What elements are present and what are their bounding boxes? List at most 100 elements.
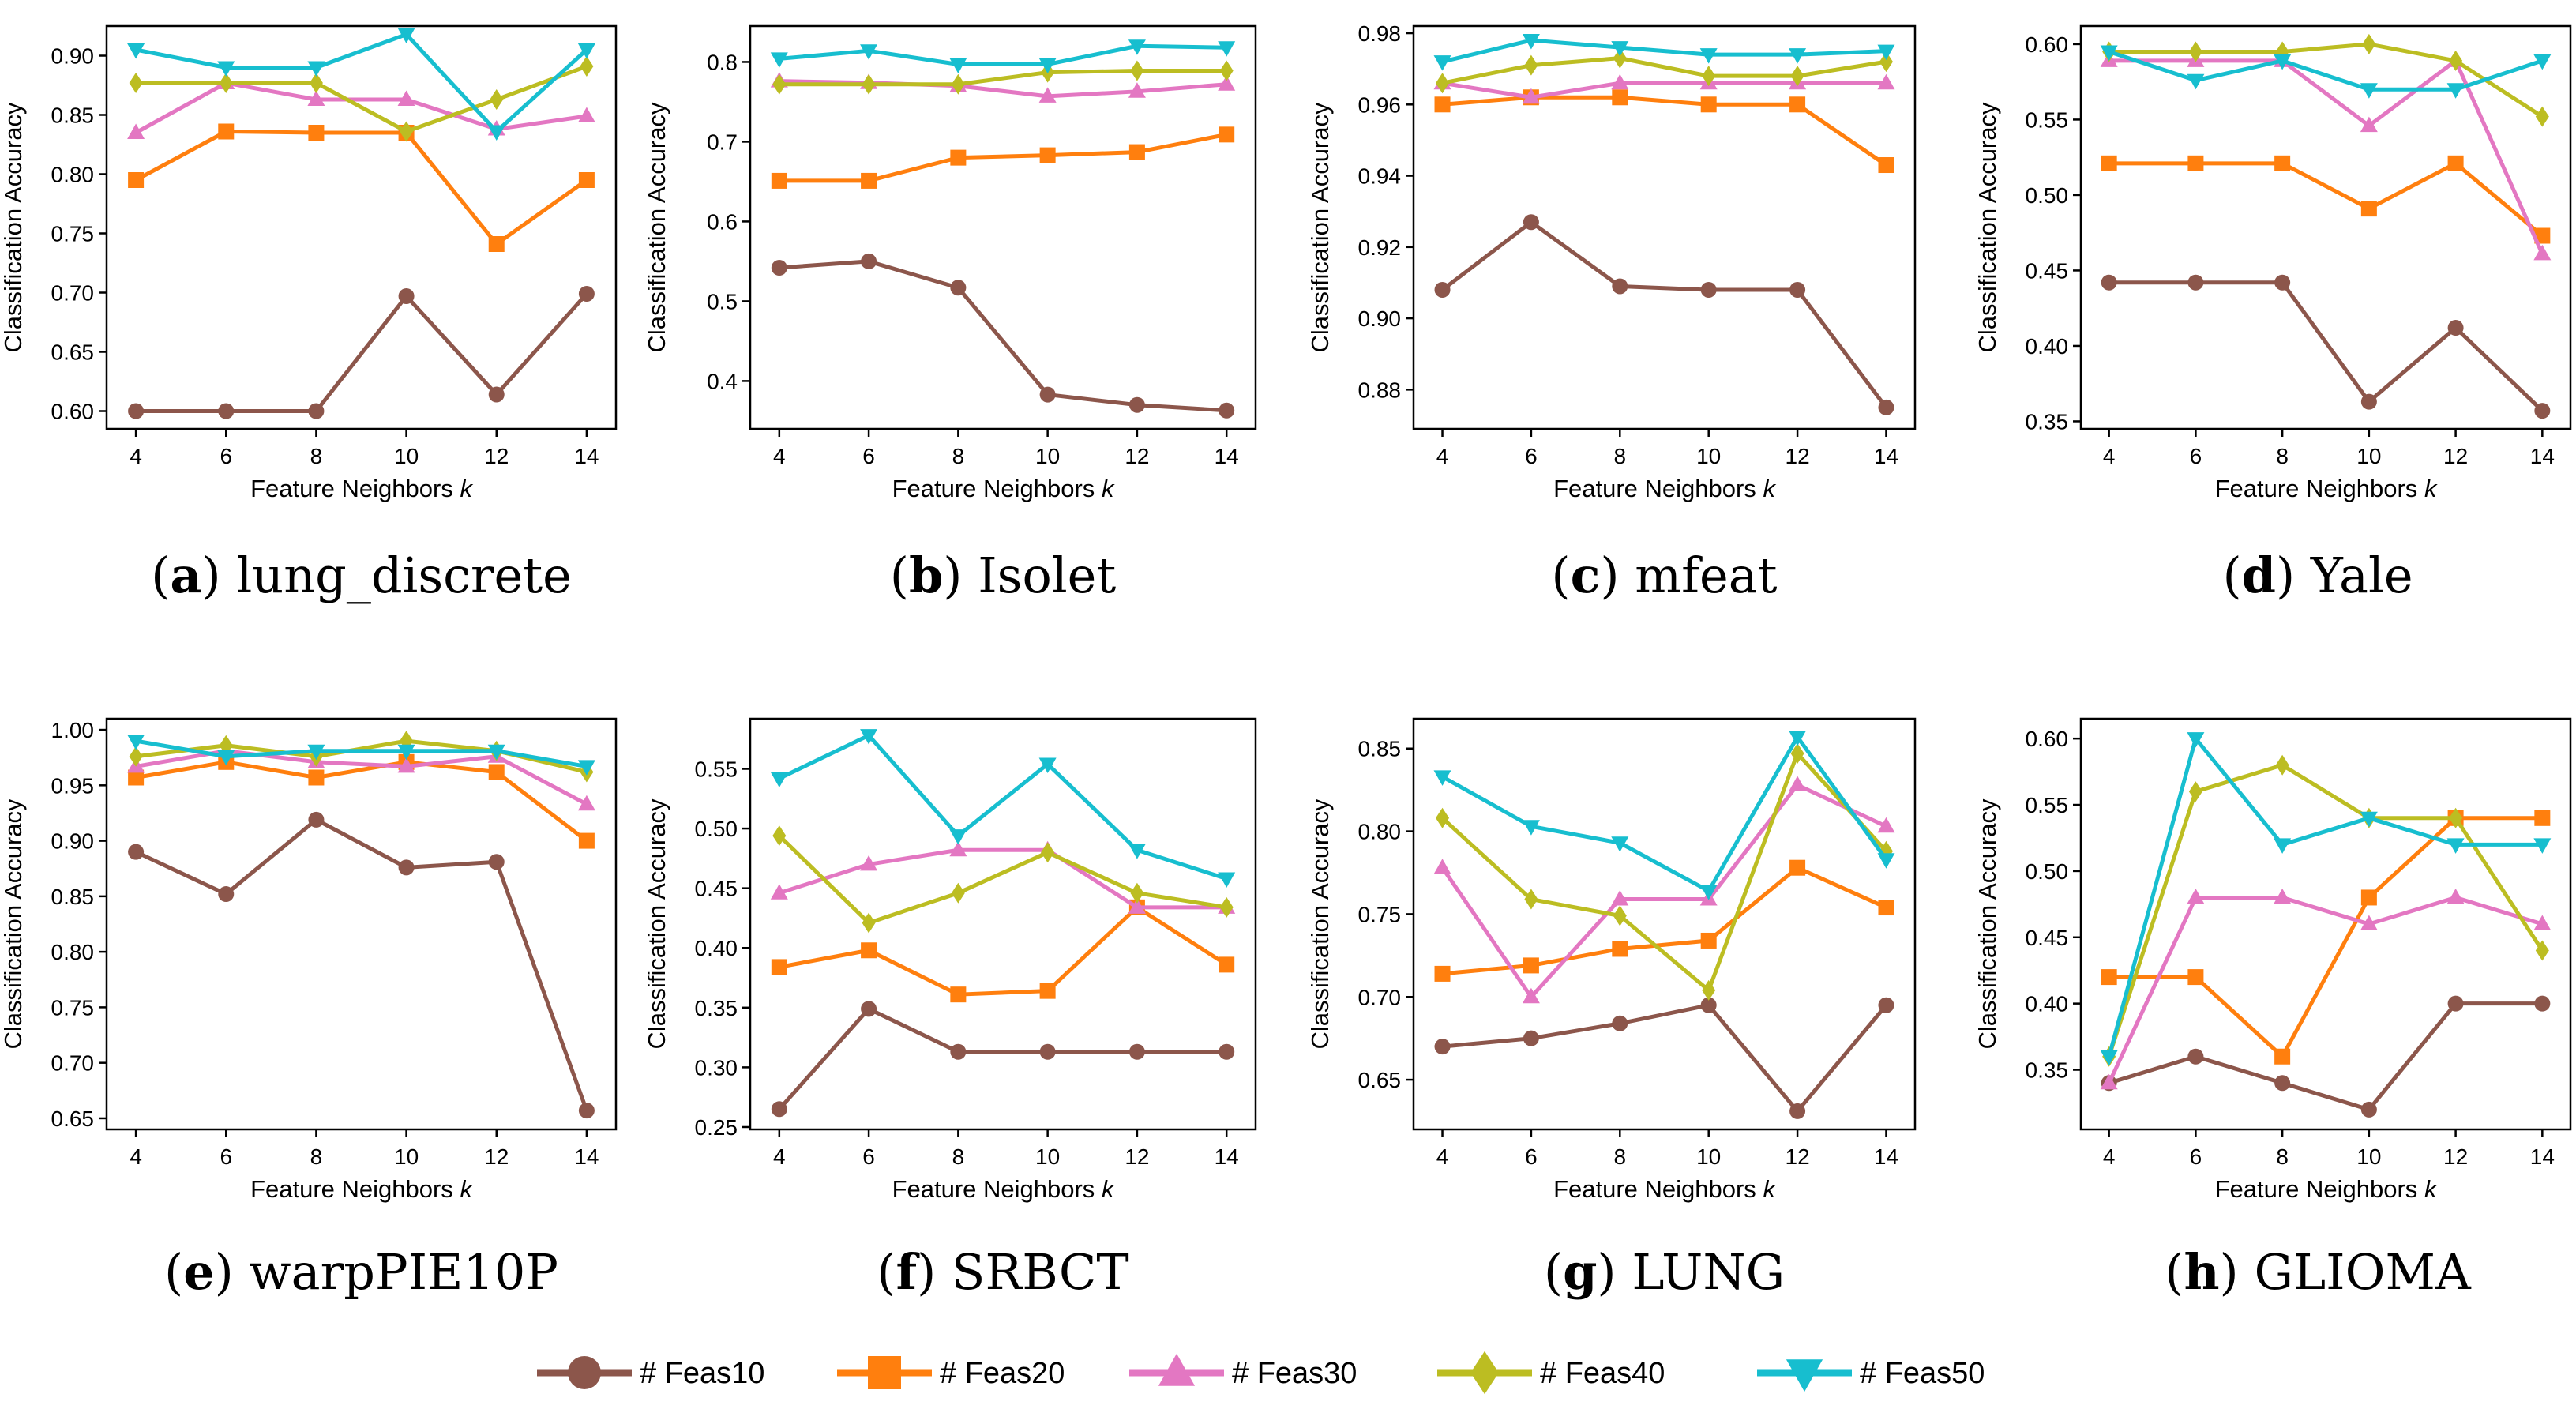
series-line-feas10 [2108,1001,2543,1112]
data-point-feas40 [129,746,143,767]
plot-frame [1412,717,1917,1131]
y-tick-label: 0.7 [707,130,738,154]
data-point-feas20 [1128,144,1145,160]
x-tick-label: 12 [1125,1144,1149,1169]
series-line-feas30 [134,81,588,135]
data-point-feas50 [1038,757,1057,773]
subfigure-caption: (a) lung_discrete [151,547,572,604]
data-point-feas30 [2446,888,2465,904]
data-point-feas20 [578,172,595,188]
data-point-feas10 [2447,320,2464,336]
x-tick-label: 8 [2276,1144,2289,1169]
series-line-feas40 [2107,763,2544,1058]
series-feas10 [771,1001,1235,1118]
data-point-feas40 [1613,905,1627,926]
series-feas10 [128,811,595,1119]
data-point-feas10 [1789,1103,1806,1119]
x-tick-label: 8 [310,444,323,468]
data-point-feas10 [2101,274,2117,291]
data-point-feas10 [2534,403,2551,419]
caption-title: ) Yale [2276,547,2413,604]
data-point-feas30 [1038,87,1057,103]
plot-frame [749,24,1257,430]
y-tick-label: 0.55 [2026,793,2069,817]
x-axis-label-text: Feature Neighbors [1553,1175,1763,1203]
caption-title: ) warpPIE10P [215,1243,558,1301]
series-line-feas10 [1442,1003,1888,1114]
data-point-feas50 [397,28,415,43]
series-line-feas20 [1442,866,1887,976]
data-point-feas30 [1877,817,1895,833]
series-line-feas10 [2108,280,2544,412]
subfigure-caption: (d) Yale [2222,547,2413,604]
y-tick-label: 0.70 [51,1051,95,1076]
y-tick-label: 0.85 [1358,737,1402,761]
data-point-feas20 [1434,965,1451,982]
subfigure-caption: (e) warpPIE10P [164,1243,558,1301]
y-tick-label: 0.60 [2026,727,2069,751]
series-line-feas50 [2108,50,2544,92]
x-tick-label: 6 [862,444,875,468]
data-point-feas20 [950,149,967,166]
legend-marker [868,1356,901,1389]
series-feas10 [1434,214,1894,415]
series-feas50 [770,729,1236,889]
series-line-feas10 [135,817,589,1111]
data-point-feas50 [487,125,505,141]
x-tick-label: 4 [2103,444,2116,468]
data-point-feas20 [1700,96,1717,113]
y-tick-label: 0.40 [2026,992,2069,1016]
y-tick-label: 0.65 [51,340,95,365]
data-point-feas20 [1878,900,1894,916]
chart-panel-d: 0.35 0.40 0.45 0.50 0.55 0.60 4 6 8 10 12 14 Feature… [1973,24,2572,604]
caption-letter: e [183,1243,214,1301]
data-point-feas40 [2275,754,2289,776]
y-tick-label: 0.50 [695,817,738,841]
series-line-feas40 [779,69,1227,87]
data-point-feas40 [1436,73,1450,94]
data-point-feas20 [1789,859,1806,876]
data-point-feas10 [1128,396,1145,413]
y-tick-label: 0.92 [1358,235,1402,260]
series-line-feas20 [135,760,588,843]
data-point-feas40 [2449,50,2463,71]
x-tick-label: 14 [1874,1144,1898,1169]
data-point-feas20 [771,172,787,189]
y-tick-label: 0.8 [707,50,738,74]
data-point-feas20 [1523,957,1539,974]
series-line-feas20 [779,132,1227,183]
data-point-feas10 [1219,402,1235,419]
x-axis-label: Feature Neighbors k [2215,475,2438,502]
x-axis-label-variable: k [460,475,473,502]
data-point-feas50 [2187,732,2205,748]
data-point-feas20 [950,986,967,1003]
series-feas10 [1434,997,1894,1119]
data-point-feas50 [577,760,595,776]
x-tick-label: 10 [2356,444,2381,468]
y-tick-label: 0.75 [51,222,95,246]
data-point-feas10 [1434,1039,1451,1055]
data-point-feas20 [2447,155,2464,171]
y-tick-label: 0.70 [51,281,95,306]
data-point-feas50 [307,61,325,77]
legend-item-feas40: # Feas40 [1437,1351,1665,1395]
data-point-feas30 [577,107,595,122]
y-tick-label: 0.60 [51,400,95,424]
data-point-feas20 [1700,932,1717,949]
x-axis-label: Feature Neighbors k [1553,475,1776,502]
data-point-feas20 [2360,889,2377,906]
data-point-feas30 [949,840,967,857]
series-line-feas50 [2107,736,2543,1058]
y-tick-label: 0.30 [695,1055,738,1080]
data-point-feas50 [2533,838,2552,854]
series-line-feas40 [2108,42,2544,118]
data-point-feas10 [1219,1043,1235,1060]
series-line-feas50 [135,738,588,768]
x-axis-label-text: Feature Neighbors [2215,475,2424,502]
data-point-feas40 [2535,106,2549,127]
series-feas30 [2100,51,2552,261]
data-point-feas10 [128,403,145,419]
y-tick-label: 0.6 [707,209,738,234]
data-point-feas10 [1789,281,1806,298]
data-point-feas40 [2188,781,2202,802]
